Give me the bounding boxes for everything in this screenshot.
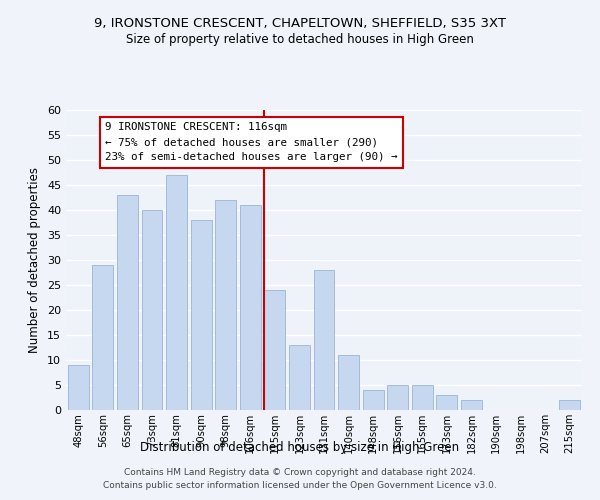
Bar: [191, 220, 212, 410]
Bar: [240, 205, 261, 410]
Text: Size of property relative to detached houses in High Green: Size of property relative to detached ho…: [126, 32, 474, 46]
Bar: [338, 355, 359, 410]
Bar: [215, 200, 236, 410]
Bar: [289, 345, 310, 410]
Bar: [412, 385, 433, 410]
Bar: [142, 210, 163, 410]
Bar: [117, 195, 138, 410]
Text: 9, IRONSTONE CRESCENT, CHAPELTOWN, SHEFFIELD, S35 3XT: 9, IRONSTONE CRESCENT, CHAPELTOWN, SHEFF…: [94, 18, 506, 30]
Text: Contains HM Land Registry data © Crown copyright and database right 2024.: Contains HM Land Registry data © Crown c…: [124, 468, 476, 477]
Bar: [362, 390, 383, 410]
Bar: [559, 400, 580, 410]
Y-axis label: Number of detached properties: Number of detached properties: [28, 167, 41, 353]
Bar: [166, 175, 187, 410]
Bar: [436, 395, 457, 410]
Bar: [314, 270, 334, 410]
Text: Contains public sector information licensed under the Open Government Licence v3: Contains public sector information licen…: [103, 480, 497, 490]
Text: Distribution of detached houses by size in High Green: Distribution of detached houses by size …: [140, 441, 460, 454]
Bar: [387, 385, 408, 410]
Bar: [265, 290, 286, 410]
Bar: [68, 365, 89, 410]
Bar: [461, 400, 482, 410]
Bar: [92, 265, 113, 410]
Text: 9 IRONSTONE CRESCENT: 116sqm
← 75% of detached houses are smaller (290)
23% of s: 9 IRONSTONE CRESCENT: 116sqm ← 75% of de…: [106, 122, 398, 162]
